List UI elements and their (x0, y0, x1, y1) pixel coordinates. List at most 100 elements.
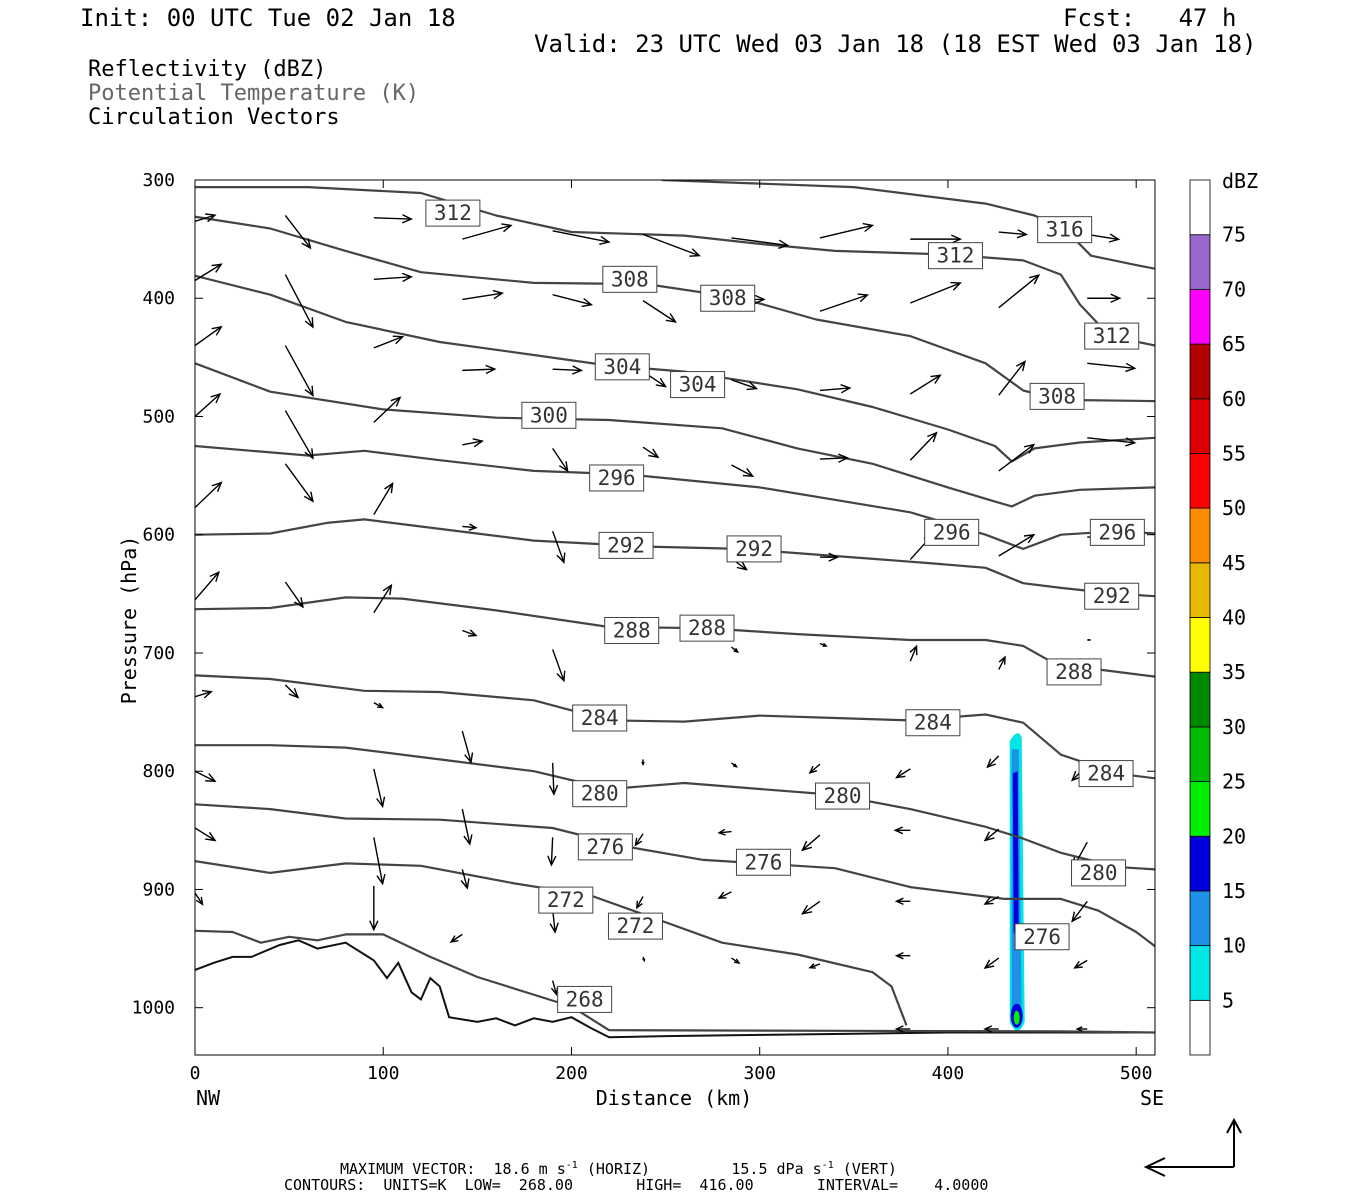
reflectivity-20dbz-core (1013, 1010, 1020, 1025)
vector-shaft (551, 530, 565, 563)
circulation-vector (284, 215, 312, 250)
vector-head (1023, 443, 1036, 454)
contour-label-text: 296 (933, 520, 971, 544)
contour-label-text: 308 (1038, 384, 1076, 408)
circulation-vector (983, 895, 1000, 905)
y-tick-label: 500 (142, 406, 175, 427)
vector-head (369, 920, 379, 932)
circulation-vector (894, 897, 911, 906)
contour-label: 312 (425, 199, 481, 227)
vector-head (558, 461, 569, 473)
contour-label-box (1014, 923, 1070, 951)
circulation-vector (373, 702, 385, 709)
vector-head (732, 763, 738, 768)
contour-label-text: 304 (603, 355, 641, 379)
axes: 0 100 200 300 400 500 300 400 500 600 700 800 900 100… (132, 170, 1155, 1084)
vector-head (294, 597, 304, 609)
colorbar-segment-65dbz (1189, 288, 1211, 345)
vector-head (733, 958, 741, 964)
vector-shaft (552, 294, 592, 306)
circulation-vector (373, 768, 386, 809)
circulation-vector (373, 214, 413, 224)
vector-shaft (195, 263, 222, 282)
vector-shaft (373, 483, 394, 515)
contour-label-text: 312 (937, 244, 975, 268)
circulation-vector (548, 762, 559, 796)
contour-label-text: 296 (598, 466, 636, 490)
vector-head (648, 448, 660, 459)
colorbar-level-label: 50 (1222, 496, 1246, 520)
vector-shaft (195, 892, 204, 905)
vector-shaft (731, 464, 754, 477)
vector-shaft (718, 830, 732, 834)
colorbar-segment-35dbz (1189, 617, 1211, 673)
contour-label-box (1029, 382, 1085, 410)
vector-head (205, 831, 217, 842)
circulation-vector (998, 533, 1036, 557)
circulation-vector (195, 263, 223, 282)
colorbar-level-label: 35 (1222, 660, 1246, 684)
contour-label-text: 280 (581, 782, 619, 806)
contour-label-text: 316 (1046, 218, 1084, 242)
circulation-vector (284, 410, 314, 460)
vector-head (392, 335, 405, 345)
vector-shaft (1087, 437, 1135, 444)
contour-label: 304 (670, 371, 726, 399)
colorbar-title: dBZ (1222, 169, 1258, 193)
contour-label: 268 (557, 985, 613, 1013)
circulation-vector (195, 892, 204, 906)
vector-shaft (195, 770, 216, 782)
circulation-vector (461, 808, 473, 846)
circulation-vector (195, 827, 217, 842)
contour-label-text: 284 (581, 706, 619, 730)
x-tick-label: 300 (743, 1063, 776, 1084)
vector-head (382, 583, 393, 596)
theta-contour-292 (195, 518, 1155, 598)
contour-label-box (577, 833, 633, 861)
circulation-vector (195, 481, 223, 509)
vector-shaft (984, 957, 1000, 969)
circulation-vector (801, 834, 821, 852)
vector-shaft (462, 629, 477, 637)
colorbar-segment-45dbz (1189, 507, 1211, 564)
vector-shaft (819, 387, 850, 392)
contour-label-box (572, 780, 628, 808)
vector-shaft (1071, 900, 1088, 922)
vector-head (211, 325, 223, 336)
contour-label-box (521, 401, 577, 429)
colorbar-segment-10dbz (1189, 890, 1211, 947)
circulation-vector (731, 957, 741, 964)
circulation-vector (808, 763, 821, 775)
vector-head (211, 263, 223, 273)
vector-shaft (550, 837, 554, 865)
contour-label-box (594, 353, 650, 381)
circulation-vector (895, 768, 911, 779)
vector-shaft (998, 656, 1006, 670)
circulation-vector (998, 274, 1041, 309)
theta-contour-288 (195, 596, 1155, 678)
vector-shaft (998, 231, 1027, 236)
vector-head (808, 963, 816, 969)
vector-head (468, 523, 478, 531)
vector-shaft (373, 837, 384, 884)
circulation-vector (552, 230, 611, 245)
vector-head (1088, 638, 1092, 642)
vector-shaft (373, 768, 384, 807)
colorbar-level-label: 40 (1222, 606, 1246, 630)
circulation-vector (462, 364, 497, 375)
contour-label-box (589, 464, 645, 492)
contour-label: 272 (607, 912, 663, 940)
vector-head (377, 702, 385, 709)
vector-head (376, 796, 386, 809)
contour-label-box (602, 265, 658, 293)
vector-head (467, 629, 478, 637)
theta-contour-300 (195, 362, 1155, 508)
vector-shaft (642, 300, 676, 323)
vector-head (211, 481, 223, 492)
contour-label-box (538, 886, 594, 914)
contour-label: 284 (905, 709, 961, 737)
colorbar-segment-below-5 (1189, 999, 1211, 1056)
circulation-vector (449, 933, 463, 943)
max-vector-key (1143, 1117, 1242, 1177)
contour-label-box (425, 199, 481, 227)
